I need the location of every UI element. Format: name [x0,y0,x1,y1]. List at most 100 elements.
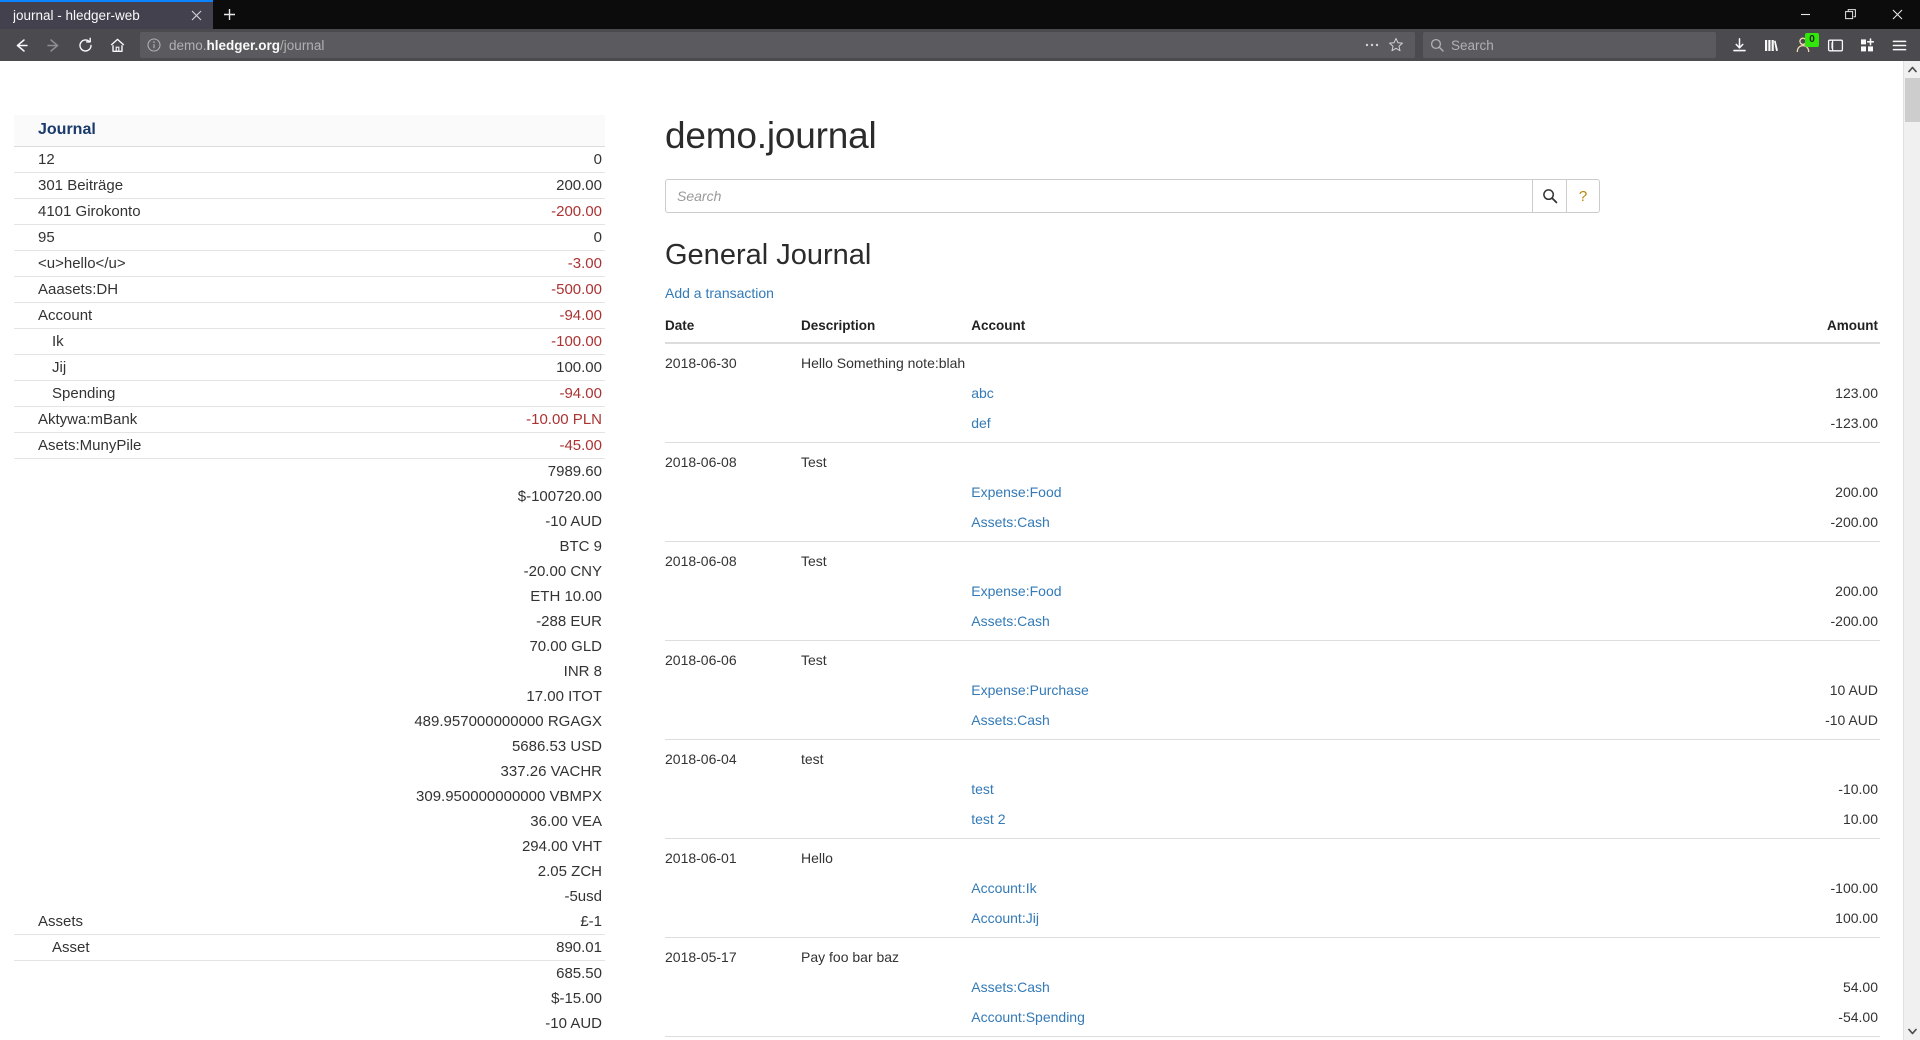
account-row[interactable]: Asets:MunyPile -45.00 [14,433,605,459]
posting-account-link[interactable]: abc [971,385,994,401]
browser-search-bar[interactable]: Search [1423,32,1716,58]
transaction-row[interactable]: 2018-06-06 Test [665,641,1880,676]
search-input[interactable] [665,179,1532,213]
posting-row[interactable]: Assets:Cash 54.00 [665,972,1880,1002]
account-row[interactable]: Cash-30.00 USD [14,1036,605,1040]
account-row[interactable]: Ik -100.00 [14,329,605,355]
posting-account-link[interactable]: Assets:Cash [971,613,1050,629]
window-close-icon[interactable] [1874,0,1920,29]
account-row[interactable]: 5686.53 USD [14,734,605,759]
posting-row[interactable]: Assets:Cash -200.00 [665,507,1880,542]
account-row[interactable]: 12 0 [14,147,605,173]
minimize-icon[interactable] [1782,0,1828,29]
posting-row[interactable]: abc 123.00 [665,378,1880,408]
account-row[interactable]: Aktywa:mBank -10.00 PLN [14,407,605,433]
transaction-row[interactable]: 2018-06-30 Hello Something note:blah [665,343,1880,378]
page-actions-icon[interactable] [1360,37,1384,53]
scrollbar-thumb[interactable] [1905,78,1920,122]
restore-icon[interactable] [1828,0,1874,29]
posting-row[interactable]: Expense:Food 200.00 [665,576,1880,606]
add-transaction-link[interactable]: Add a transaction [665,285,774,301]
account-row[interactable]: Aaasets:DH -500.00 [14,277,605,303]
bookmark-star-icon[interactable] [1384,37,1408,53]
new-tab-button[interactable] [213,0,245,29]
posting-account-link[interactable]: Expense:Food [971,583,1062,599]
account-row[interactable]: 294.00 VHT [14,834,605,859]
account-row[interactable]: 36.00 VEA [14,809,605,834]
search-submit-button[interactable] [1532,179,1566,213]
account-row[interactable]: ETH 10.00 [14,584,605,609]
back-icon[interactable] [6,31,36,59]
transaction-row[interactable]: 2018-06-04 test [665,740,1880,775]
posting-row[interactable]: test -10.00 [665,774,1880,804]
account-row[interactable]: -20.00 CNY [14,559,605,584]
account-row[interactable]: 309.950000000000 VBMPX [14,784,605,809]
posting-account-link[interactable]: Account:Ik [971,880,1037,896]
posting-account-link[interactable]: def [971,415,991,431]
account-row[interactable]: Jij 100.00 [14,355,605,381]
account-row[interactable]: INR 8 [14,659,605,684]
account-row[interactable]: Account -94.00 [14,303,605,329]
posting-account-link[interactable]: Assets:Cash [971,712,1050,728]
browser-tab[interactable]: journal - hledger-web [0,0,213,29]
reload-icon[interactable] [70,31,100,59]
menu-icon[interactable] [1884,31,1914,59]
account-row[interactable]: -10 AUD [14,1011,605,1036]
scroll-down-arrow-icon[interactable] [1904,1023,1920,1040]
posting-row[interactable]: Assets:Cash -10 AUD [665,705,1880,740]
transaction-row[interactable]: 2018-06-08 Test [665,542,1880,577]
close-icon[interactable] [185,5,207,27]
posting-account-link[interactable]: Account:Jij [971,910,1039,926]
posting-row[interactable]: Account:Ik -100.00 [665,873,1880,903]
page-scrollbar[interactable] [1903,61,1920,1040]
search-help-button[interactable]: ? [1566,179,1600,213]
account-row[interactable]: BTC 9 [14,534,605,559]
posting-row[interactable]: Account:Spending -54.00 [665,1002,1880,1037]
account-row[interactable]: 17.00 ITOT [14,684,605,709]
account-row[interactable]: $-15.00 [14,986,605,1011]
transaction-row[interactable]: 2018-06-01 Hello [665,839,1880,874]
posting-account-link[interactable]: Assets:Cash [971,979,1050,995]
posting-account-link[interactable]: Expense:Purchase [971,682,1089,698]
posting-account-link[interactable]: test 2 [971,811,1006,827]
account-row[interactable]: Asset 890.01 [14,935,605,961]
posting-row[interactable]: Assets:Cash -200.00 [665,606,1880,641]
account-row[interactable]: $-100720.00 [14,484,605,509]
sidebar-icon[interactable] [1820,31,1850,59]
home-icon[interactable] [102,31,132,59]
account-row[interactable]: 7989.60 [14,459,605,485]
account-row[interactable]: 95 0 [14,225,605,251]
library-icon[interactable] [1756,31,1786,59]
account-row[interactable]: 301 Beiträge 200.00 [14,173,605,199]
account-row[interactable]: 4101 Girokonto -200.00 [14,199,605,225]
account-row[interactable]: Assets £-1 [14,909,605,935]
account-icon[interactable]: 0 [1788,31,1819,59]
transaction-row[interactable]: 2018-05-17asdfadf [665,1037,1880,1040]
account-row[interactable]: 685.50 [14,961,605,987]
info-icon[interactable] [147,38,161,52]
posting-row[interactable]: test 2 10.00 [665,804,1880,839]
posting-account-link[interactable]: test [971,781,994,797]
account-row[interactable]: <u>hello</u> -3.00 [14,251,605,277]
account-row[interactable]: 70.00 GLD [14,634,605,659]
url-bar[interactable]: demo.hledger.org/journal [140,32,1415,58]
scroll-up-arrow-icon[interactable] [1904,61,1920,78]
posting-account-link[interactable]: Expense:Food [971,484,1062,500]
posting-account-link[interactable]: Assets:Cash [971,514,1050,530]
transaction-row[interactable]: 2018-06-08 Test [665,443,1880,478]
account-row[interactable]: 489.957000000000 RGAGX [14,709,605,734]
posting-row[interactable]: Expense:Food 200.00 [665,477,1880,507]
account-row[interactable]: Spending -94.00 [14,381,605,407]
posting-row[interactable]: Account:Jij 100.00 [665,903,1880,938]
forward-icon[interactable] [38,31,68,59]
account-row[interactable]: -5usd [14,884,605,909]
posting-row[interactable]: def -123.00 [665,408,1880,443]
posting-row[interactable]: Expense:Purchase 10 AUD [665,675,1880,705]
journal-header[interactable]: Journal [14,115,605,147]
extensions-icon[interactable] [1852,31,1882,59]
account-row[interactable]: -10 AUD [14,509,605,534]
download-icon[interactable] [1724,31,1754,59]
transaction-row[interactable]: 2018-05-17 Pay foo bar baz [665,938,1880,973]
account-row[interactable]: 2.05 ZCH [14,859,605,884]
account-row[interactable]: -288 EUR [14,609,605,634]
